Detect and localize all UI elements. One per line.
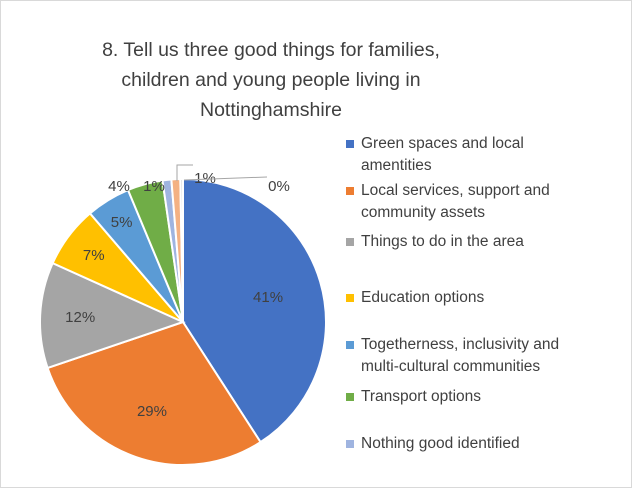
slice-data-label: 29% [137,403,167,420]
slice-data-label: 1% [194,170,216,187]
chart-title-line-3: Nottinghamshire [200,99,342,121]
pie-slice [46,320,262,466]
label-leader-line [176,164,193,181]
legend-swatch [346,140,354,148]
legend-label: Nothing good identified [361,435,520,452]
legend-swatch [346,393,354,401]
chart-title-line-2: children and young people living in [121,69,421,91]
slice-data-label: 12% [65,309,95,326]
legend-label: Education options [361,289,485,306]
slice-data-label: 1% [143,178,165,195]
legend-swatch [346,294,354,302]
chart-title: 8. Tell us three good things for familie… [41,35,501,125]
slice-data-label: 7% [83,247,105,264]
legend-swatch [346,187,354,195]
label-leader-line [183,176,268,181]
pie-slice [39,261,186,370]
legend-label: Green spaces and local amentities [361,135,524,174]
legend-swatch [346,341,354,349]
legend-label: Things to do in the area [361,233,524,250]
legend-swatch [346,238,354,246]
legend-label: Togetherness, inclusivity and multi-cult… [361,336,560,375]
legend-label: Transport options [361,388,482,405]
legend-swatch [346,440,354,448]
pie-slice [179,177,184,323]
slice-data-label: 5% [111,214,133,231]
chart-title-line-1: 8. Tell us three good things for familie… [102,39,440,61]
slice-data-label: 41% [253,289,283,306]
slice-data-label: 4% [108,178,130,195]
legend-label: Local services, support and community as… [361,182,550,221]
slice-data-label: 0% [268,178,290,195]
